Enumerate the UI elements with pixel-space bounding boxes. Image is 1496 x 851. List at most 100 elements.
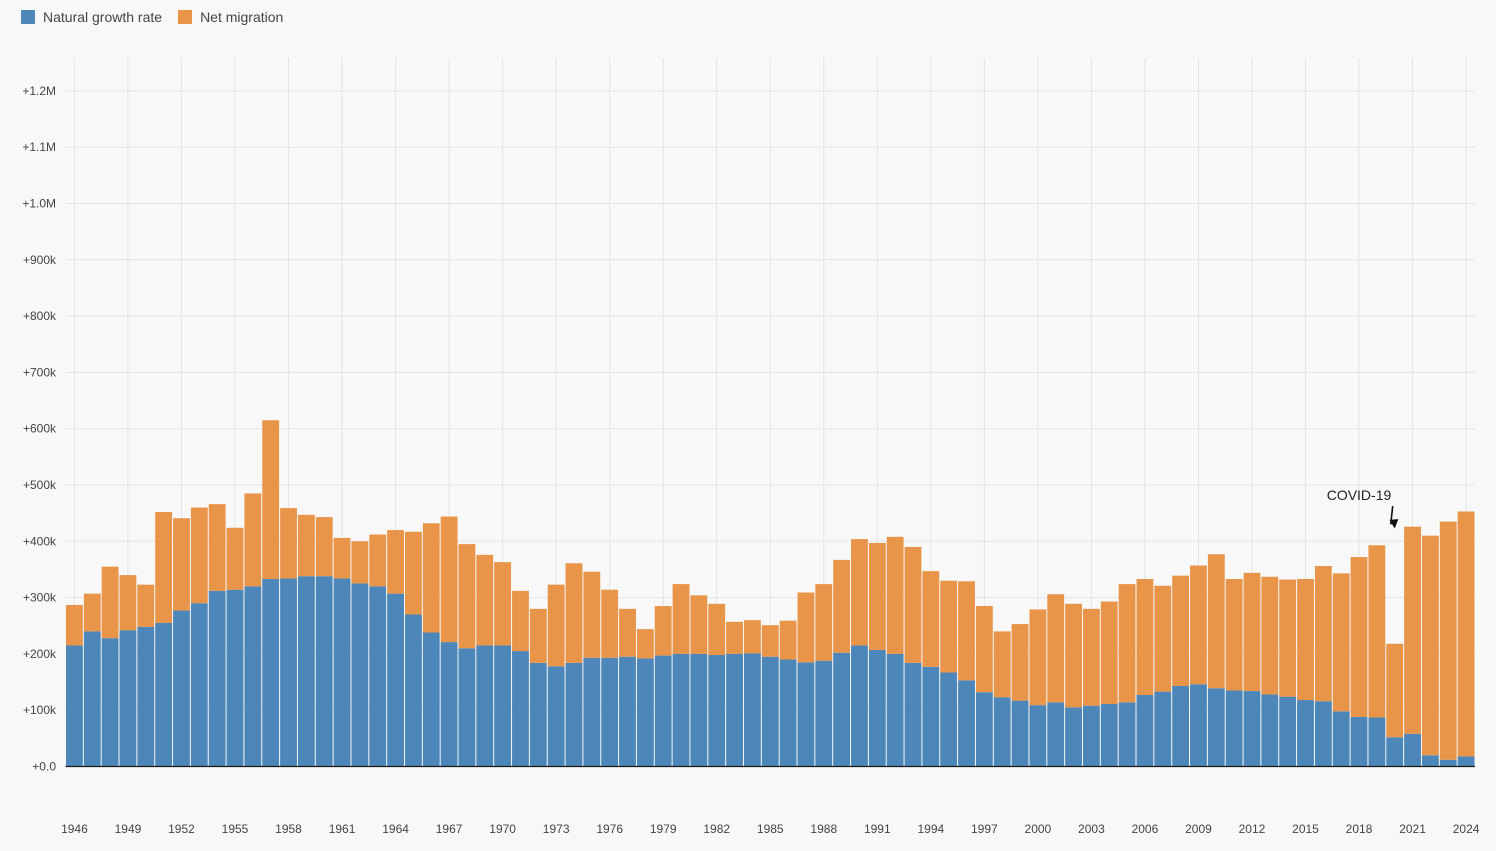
bar-net-migration bbox=[1386, 643, 1404, 738]
x-tick-label: 1970 bbox=[489, 822, 516, 836]
bar-natural-growth bbox=[1190, 684, 1207, 767]
bar-natural-growth bbox=[797, 662, 815, 767]
bar-natural-growth bbox=[280, 578, 297, 767]
x-tick-label: 1946 bbox=[61, 822, 88, 836]
legend-item-net-migration[interactable]: Net migration bbox=[178, 9, 283, 25]
bar-natural-growth bbox=[137, 626, 155, 767]
bar-net-migration bbox=[1297, 579, 1314, 701]
bar-natural-growth bbox=[1154, 691, 1172, 767]
bar-net-migration bbox=[1243, 572, 1261, 692]
bar-natural-growth bbox=[101, 638, 119, 767]
bar-net-migration bbox=[1011, 624, 1029, 701]
bar-net-migration bbox=[244, 493, 262, 587]
bar-net-migration bbox=[815, 584, 833, 661]
covid-annotation-arrowhead bbox=[1389, 519, 1399, 529]
bar-net-migration bbox=[66, 604, 83, 646]
bar-natural-growth bbox=[66, 645, 83, 767]
bar-net-migration bbox=[155, 512, 173, 623]
bar-net-migration bbox=[1225, 579, 1243, 691]
bar-net-migration bbox=[868, 542, 886, 650]
bar-natural-growth bbox=[743, 653, 761, 767]
x-tick-label: 2018 bbox=[1346, 822, 1373, 836]
y-tick-label: +900k bbox=[23, 253, 57, 267]
bar-natural-growth bbox=[155, 622, 173, 767]
bar-net-migration bbox=[297, 514, 315, 577]
legend-item-natural-growth[interactable]: Natural growth rate bbox=[21, 9, 162, 25]
bar-net-migration bbox=[1421, 535, 1439, 756]
bar-net-migration bbox=[940, 580, 958, 673]
x-tick-label: 1985 bbox=[757, 822, 784, 836]
bar-net-migration bbox=[280, 508, 297, 579]
legend-label-net-migration: Net migration bbox=[200, 9, 284, 25]
bar-natural-growth bbox=[1457, 756, 1475, 767]
bar-natural-growth bbox=[1082, 705, 1100, 767]
bar-net-migration bbox=[83, 593, 101, 632]
bar-natural-growth bbox=[1136, 694, 1154, 767]
bar-natural-growth bbox=[208, 590, 226, 767]
bar-natural-growth bbox=[404, 614, 422, 767]
y-tick-label: +600k bbox=[23, 422, 57, 436]
bar-natural-growth bbox=[1261, 694, 1279, 767]
y-tick-label: +300k bbox=[23, 591, 57, 605]
x-tick-label: 2015 bbox=[1292, 822, 1319, 836]
bar-natural-growth bbox=[922, 666, 940, 767]
bar-net-migration bbox=[440, 516, 458, 643]
bar-natural-growth bbox=[1350, 716, 1368, 767]
bar-net-migration bbox=[422, 523, 440, 633]
bar-net-migration bbox=[547, 584, 565, 667]
bar-net-migration bbox=[351, 541, 369, 584]
bar-natural-growth bbox=[262, 579, 280, 767]
y-tick-label: +200k bbox=[23, 647, 57, 661]
y-tick-label: +500k bbox=[23, 478, 57, 492]
bar-natural-growth bbox=[993, 697, 1011, 767]
bar-net-migration bbox=[1100, 601, 1118, 705]
bar-net-migration bbox=[190, 507, 208, 604]
x-tick-label: 1991 bbox=[864, 822, 891, 836]
bar-natural-growth bbox=[1314, 701, 1332, 767]
bar-net-migration bbox=[779, 620, 797, 660]
bar-natural-growth bbox=[619, 656, 636, 767]
bar-natural-growth bbox=[476, 645, 494, 767]
x-tick-label: 1976 bbox=[596, 822, 623, 836]
bar-net-migration bbox=[708, 603, 726, 656]
bar-net-migration bbox=[1136, 579, 1154, 695]
bar-natural-growth bbox=[512, 651, 529, 767]
x-tick-label: 1997 bbox=[971, 822, 998, 836]
bar-natural-growth bbox=[940, 672, 958, 767]
bar-net-migration bbox=[922, 571, 940, 667]
bar-natural-growth bbox=[1368, 717, 1386, 767]
bar-natural-growth bbox=[315, 576, 333, 767]
bar-natural-growth bbox=[458, 648, 476, 767]
bar-net-migration bbox=[672, 584, 690, 654]
bar-natural-growth bbox=[1100, 704, 1118, 767]
bar-net-migration bbox=[1207, 554, 1225, 689]
bar-natural-growth bbox=[690, 653, 708, 767]
bar-natural-growth bbox=[297, 576, 315, 767]
y-tick-label: +1.0M bbox=[22, 197, 56, 211]
x-tick-label: 1994 bbox=[917, 822, 944, 836]
bar-natural-growth bbox=[494, 645, 512, 767]
bar-net-migration bbox=[761, 625, 779, 657]
bar-natural-growth bbox=[565, 662, 583, 767]
bar-net-migration bbox=[1332, 573, 1350, 712]
bar-natural-growth bbox=[547, 666, 565, 767]
x-tick-label: 1955 bbox=[222, 822, 249, 836]
bar-net-migration bbox=[1118, 584, 1136, 703]
bar-natural-growth bbox=[583, 657, 601, 767]
x-tick-label: 2006 bbox=[1132, 822, 1159, 836]
bar-natural-growth bbox=[779, 659, 797, 767]
bar-natural-growth bbox=[654, 655, 672, 767]
bar-net-migration bbox=[494, 562, 512, 646]
bar-net-migration bbox=[904, 546, 922, 663]
bar-natural-growth bbox=[387, 593, 404, 767]
legend-swatch-natural-growth bbox=[21, 10, 35, 24]
x-tick-label: 2003 bbox=[1078, 822, 1105, 836]
bar-natural-growth bbox=[119, 630, 137, 767]
y-tick-label: +700k bbox=[23, 365, 57, 379]
x-tick-label: 1988 bbox=[810, 822, 837, 836]
x-tick-label: 2012 bbox=[1239, 822, 1266, 836]
bar-net-migration bbox=[726, 621, 743, 654]
bar-natural-growth bbox=[83, 631, 101, 767]
bar-net-migration bbox=[1279, 579, 1297, 697]
bar-natural-growth bbox=[1297, 700, 1314, 767]
